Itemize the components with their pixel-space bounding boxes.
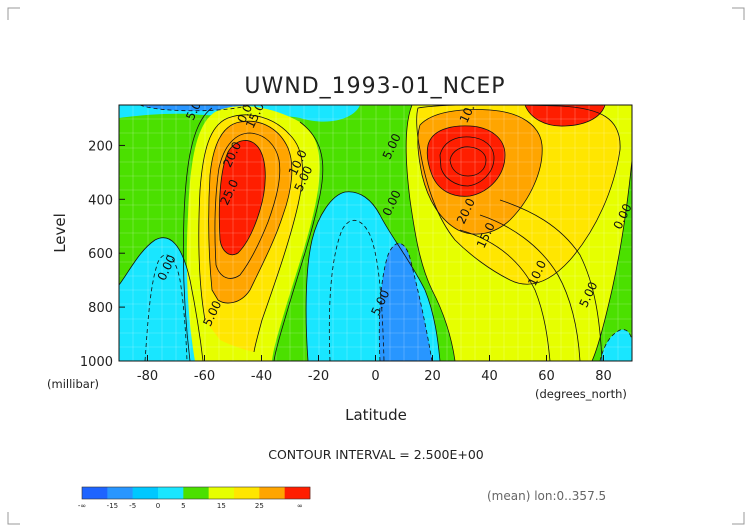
fill-band-red-sh	[219, 140, 266, 255]
colorbar-swatch	[158, 487, 184, 499]
grid	[119, 105, 632, 361]
colorbar-swatch	[259, 487, 285, 499]
fill-band-red-nh-upper	[525, 105, 605, 127]
y-axis: 200 400 600 800 1000	[80, 139, 125, 370]
x-axis-label: Latitude	[345, 406, 407, 424]
colorbar-swatch	[183, 487, 209, 499]
y-tick-label: 200	[88, 139, 113, 154]
colorbar: -∞ -15 -5 0 5 15 25 ∞	[78, 486, 311, 510]
y-tick-label: 800	[88, 301, 113, 316]
x-tick-label: -60	[194, 369, 215, 384]
colorbar-label: 25	[255, 502, 264, 510]
colorbar-label: ∞	[297, 502, 303, 510]
x-tick-label: 60	[538, 369, 555, 384]
colorbar-frame	[81, 486, 311, 500]
y-axis-unit: (millibar)	[47, 377, 99, 391]
x-axis: -80 -60 -40 -20 0 20 40 60 80	[137, 355, 612, 384]
colorbar-label: -15	[107, 502, 118, 510]
colorbar-swatch	[82, 487, 108, 499]
colorbar-swatch	[132, 487, 159, 499]
y-tick-label: 1000	[80, 355, 113, 370]
colorbar-label: -∞	[78, 502, 86, 510]
colorbar-swatch	[284, 487, 311, 499]
y-axis-label: Level	[51, 213, 69, 253]
annotation-mean-lon: (mean) lon:0..357.5	[487, 489, 606, 503]
x-tick-label: 80	[595, 369, 612, 384]
x-tick-label: 20	[424, 369, 441, 384]
fill-band-cyan-top2	[316, 105, 356, 120]
x-tick-label: 40	[481, 369, 498, 384]
colorbar-swatch	[234, 487, 260, 499]
colorbar-label: 15	[217, 502, 226, 510]
x-tick-label: -40	[251, 369, 272, 384]
fill-band-cyan-right	[600, 329, 632, 361]
y-tick-label: 400	[88, 193, 113, 208]
x-tick-label: -80	[137, 369, 158, 384]
colorbar-label: 5	[181, 502, 185, 510]
fill-band-blue-tropics	[379, 243, 432, 361]
contour-interval-label: CONTOUR INTERVAL = 2.500E+00	[268, 447, 484, 462]
y-tick-label: 600	[88, 247, 113, 262]
contour-lines-negative	[139, 105, 632, 361]
colorbar-swatch	[107, 487, 133, 499]
plot-area: 5.00 0.0015.020.025.010.05.000.005.005.00…	[119, 105, 632, 361]
x-tick-label: 0	[371, 369, 379, 384]
colorbar-label: 0	[156, 502, 160, 510]
fill-band-cyan-left	[119, 237, 203, 361]
x-tick-label: -20	[308, 369, 329, 384]
colorbar-swatch	[208, 487, 235, 499]
x-axis-unit: (degrees_north)	[535, 387, 627, 401]
colorbar-label: -5	[129, 502, 136, 510]
crop-marks	[7, 7, 745, 525]
chart-title: UWND_1993-01_NCEP	[244, 74, 505, 99]
contour-lines	[119, 105, 632, 361]
